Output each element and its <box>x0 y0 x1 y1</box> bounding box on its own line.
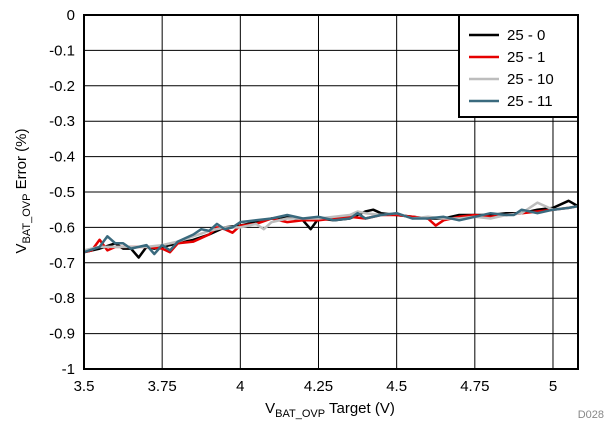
y-tick-label: -0.1 <box>49 42 75 59</box>
tick-labels: 3.5 3.75 4 4.25 4.5 4.75 5 0 -0.1 -0.2 -0.3 -0.4 -0.… <box>49 7 557 395</box>
y-axis-title: VBAT_OVP Error (%) <box>13 129 33 254</box>
series-line-25-11 <box>83 204 579 256</box>
plot-frame <box>83 14 579 370</box>
legend-label: 25 - 11 <box>507 93 553 110</box>
y-tick-label: -0.6 <box>49 219 75 236</box>
figure-id-footnote: D028 <box>578 409 604 421</box>
y-tick-label: -0.3 <box>49 113 75 130</box>
y-tick-label: -0.7 <box>49 255 75 272</box>
y-tick-label: -1 <box>62 361 75 378</box>
x-tick-label: 4.5 <box>386 378 407 395</box>
legend-label: 25 - 10 <box>507 71 554 88</box>
y-tick-label: -0.2 <box>49 78 75 95</box>
y-tick-label: 0 <box>67 7 75 24</box>
x-tick-label: 4.75 <box>460 378 489 395</box>
legend: 25 - 0 25 - 1 25 - 10 25 - 11 <box>458 14 579 118</box>
x-tick-label: 4.25 <box>304 378 333 395</box>
x-tick-label: 5 <box>549 378 557 395</box>
series-line-25-10 <box>83 201 579 252</box>
y-tick-label: -0.9 <box>49 326 75 343</box>
series-lines <box>83 199 579 259</box>
x-axis-title: VBAT_OVP Target (V) <box>265 400 395 420</box>
x-tick-label: 3.5 <box>74 378 95 395</box>
y-tick-label: -0.4 <box>49 149 75 166</box>
y-tick-label: -0.5 <box>49 184 75 201</box>
x-tick-label: 3.75 <box>148 378 177 395</box>
legend-label: 25 - 1 <box>507 49 545 66</box>
x-tick-label: 4 <box>236 378 244 395</box>
legend-label: 25 - 0 <box>507 27 545 44</box>
y-tick-label: -0.8 <box>49 290 75 307</box>
